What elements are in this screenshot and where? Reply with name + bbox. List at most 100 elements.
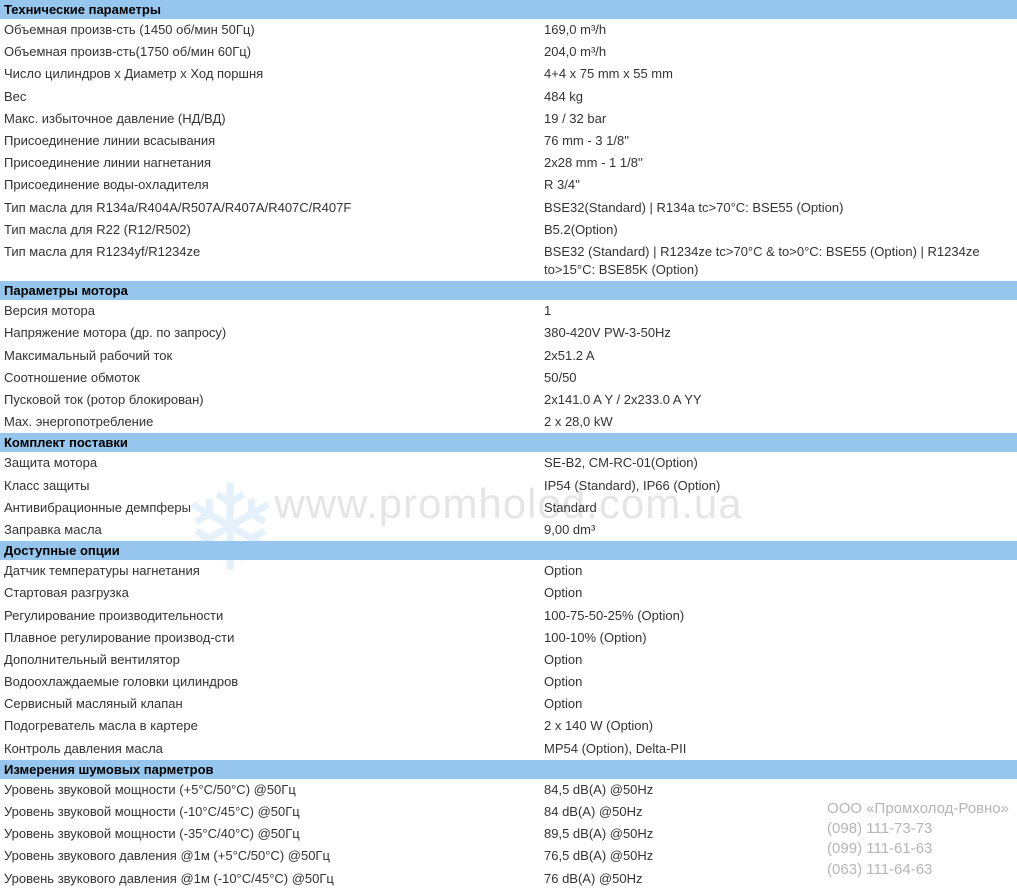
spec-row: Уровень звуковой мощности (-10°C/45°C) @… (0, 801, 1017, 823)
spec-value: 4+4 x 75 mm x 55 mm (540, 63, 1017, 85)
section-title: Доступные опции (0, 541, 1017, 560)
spec-value: B5.2(Option) (540, 219, 1017, 241)
spec-label: Плавное регулирование производ-сти (0, 627, 540, 649)
spec-row: Присоединение воды-охладителяR 3/4'' (0, 174, 1017, 196)
spec-label: Присоединение воды-охладителя (0, 174, 540, 196)
spec-value: 2 x 28,0 kW (540, 411, 1017, 433)
spec-label: Уровень звукового давления @1м (+5°C/50°… (0, 845, 540, 867)
spec-value: IP54 (Standard), IP66 (Option) (540, 475, 1017, 497)
spec-label: Max. энергопотребление (0, 411, 540, 433)
spec-row: Пусковой ток (ротор блокирован)2x141.0 A… (0, 389, 1017, 411)
spec-value: 89,5 dB(A) @50Hz (540, 823, 1017, 845)
spec-label: Заправка масла (0, 519, 540, 541)
section-title: Технические параметры (0, 0, 1017, 19)
spec-label: Сервисный масляный клапан (0, 693, 540, 715)
section-header: Измерения шумовых парметров (0, 760, 1017, 779)
spec-value: 204,0 m³/h (540, 41, 1017, 63)
spec-value: 76,5 dB(A) @50Hz (540, 845, 1017, 867)
spec-label: Вес (0, 86, 540, 108)
spec-row: Стартовая разгрузкаOption (0, 582, 1017, 604)
spec-label: Защита мотора (0, 452, 540, 474)
spec-value: Option (540, 582, 1017, 604)
spec-label: Подогреватель масла в картере (0, 715, 540, 737)
spec-row: Уровень звукового давления @1м (-10°C/45… (0, 868, 1017, 890)
spec-row: Тип масла для R1234yf/R1234zeBSE32 (Stan… (0, 241, 1017, 281)
spec-label: Тип масла для R22 (R12/R502) (0, 219, 540, 241)
spec-value: 76 dB(A) @50Hz (540, 868, 1017, 890)
spec-row: Уровень звуковой мощности (+5°C/50°C) @5… (0, 779, 1017, 801)
spec-value: 84,5 dB(A) @50Hz (540, 779, 1017, 801)
spec-value: 50/50 (540, 367, 1017, 389)
spec-row: Дополнительный вентиляторOption (0, 649, 1017, 671)
spec-label: Тип масла для R1234yf/R1234ze (0, 241, 540, 281)
spec-row: Тип масла для R134a/R404A/R507A/R407A/R4… (0, 197, 1017, 219)
spec-value: Standard (540, 497, 1017, 519)
spec-row: Максимальный рабочий ток2x51.2 A (0, 345, 1017, 367)
section-header: Комплект поставки (0, 433, 1017, 452)
spec-value: 2 x 140 W (Option) (540, 715, 1017, 737)
spec-label: Дополнительный вентилятор (0, 649, 540, 671)
spec-label: Макс. избыточное давление (НД/ВД) (0, 108, 540, 130)
spec-value: 2x51.2 A (540, 345, 1017, 367)
spec-row: Объемная произв-сть(1750 об/мин 60Гц)204… (0, 41, 1017, 63)
spec-label: Пусковой ток (ротор блокирован) (0, 389, 540, 411)
spec-row: Версия мотора1 (0, 300, 1017, 322)
section-title: Комплект поставки (0, 433, 1017, 452)
spec-row: Класс защитыIP54 (Standard), IP66 (Optio… (0, 475, 1017, 497)
spec-value: 484 kg (540, 86, 1017, 108)
spec-row: Уровень звуковой мощности (-35°C/40°C) @… (0, 823, 1017, 845)
spec-value: 2x141.0 A Y / 2x233.0 A YY (540, 389, 1017, 411)
spec-label: Стартовая разгрузка (0, 582, 540, 604)
section-header: Параметры мотора (0, 281, 1017, 300)
spec-row: Вес484 kg (0, 86, 1017, 108)
spec-row: Объемная произв-сть (1450 об/мин 50Гц)16… (0, 19, 1017, 41)
section-header: Технические параметры (0, 0, 1017, 19)
spec-label: Число цилиндров x Диаметр x Ход поршня (0, 63, 540, 85)
spec-label: Напряжение мотора (др. по запросу) (0, 322, 540, 344)
spec-label: Водоохлаждаемые головки цилиндров (0, 671, 540, 693)
spec-row: Антивибрационные демпферыStandard (0, 497, 1017, 519)
spec-value: Option (540, 671, 1017, 693)
spec-value: 169,0 m³/h (540, 19, 1017, 41)
spec-label: Уровень звуковой мощности (-35°C/40°C) @… (0, 823, 540, 845)
spec-value: 19 / 32 bar (540, 108, 1017, 130)
spec-value: Option (540, 560, 1017, 582)
spec-row: Max. энергопотребление2 x 28,0 kW (0, 411, 1017, 433)
spec-label: Объемная произв-сть (1450 об/мин 50Гц) (0, 19, 540, 41)
spec-row: Заправка масла9,00 dm³ (0, 519, 1017, 541)
spec-label: Класс защиты (0, 475, 540, 497)
spec-row: Напряжение мотора (др. по запросу)380-42… (0, 322, 1017, 344)
spec-row: Тип масла для R22 (R12/R502)B5.2(Option) (0, 219, 1017, 241)
spec-row: Регулирование производительности100-75-5… (0, 605, 1017, 627)
spec-value: 380-420V PW-3-50Hz (540, 322, 1017, 344)
section-title: Параметры мотора (0, 281, 1017, 300)
spec-row: Макс. избыточное давление (НД/ВД)19 / 32… (0, 108, 1017, 130)
spec-value: R 3/4'' (540, 174, 1017, 196)
spec-row: Соотношение обмоток50/50 (0, 367, 1017, 389)
spec-row: Присоединение линии всасывания76 mm - 3 … (0, 130, 1017, 152)
spec-row: Сервисный масляный клапанOption (0, 693, 1017, 715)
spec-label: Объемная произв-сть(1750 об/мин 60Гц) (0, 41, 540, 63)
spec-row: Подогреватель масла в картере2 x 140 W (… (0, 715, 1017, 737)
spec-value: 100-10% (Option) (540, 627, 1017, 649)
spec-value: 84 dB(A) @50Hz (540, 801, 1017, 823)
spec-row: Плавное регулирование производ-сти100-10… (0, 627, 1017, 649)
spec-row: Число цилиндров x Диаметр x Ход поршня4+… (0, 63, 1017, 85)
spec-row: Датчик температуры нагнетанияOption (0, 560, 1017, 582)
spec-label: Присоединение линии нагнетания (0, 152, 540, 174)
spec-value: BSE32(Standard) | R134a tc>70°C: BSE55 (… (540, 197, 1017, 219)
spec-label: Датчик температуры нагнетания (0, 560, 540, 582)
spec-label: Регулирование производительности (0, 605, 540, 627)
spec-label: Соотношение обмоток (0, 367, 540, 389)
spec-value: 100-75-50-25% (Option) (540, 605, 1017, 627)
spec-value: Option (540, 649, 1017, 671)
spec-label: Присоединение линии всасывания (0, 130, 540, 152)
spec-label: Контроль давления масла (0, 738, 540, 760)
spec-value: SE-B2, CM-RC-01(Option) (540, 452, 1017, 474)
spec-label: Максимальный рабочий ток (0, 345, 540, 367)
spec-label: Тип масла для R134a/R404A/R507A/R407A/R4… (0, 197, 540, 219)
spec-value: MP54 (Option), Delta-PII (540, 738, 1017, 760)
spec-row: Защита мотораSE-B2, CM-RC-01(Option) (0, 452, 1017, 474)
spec-row: Водоохлаждаемые головки цилиндровOption (0, 671, 1017, 693)
spec-row: Присоединение линии нагнетания2x28 mm - … (0, 152, 1017, 174)
